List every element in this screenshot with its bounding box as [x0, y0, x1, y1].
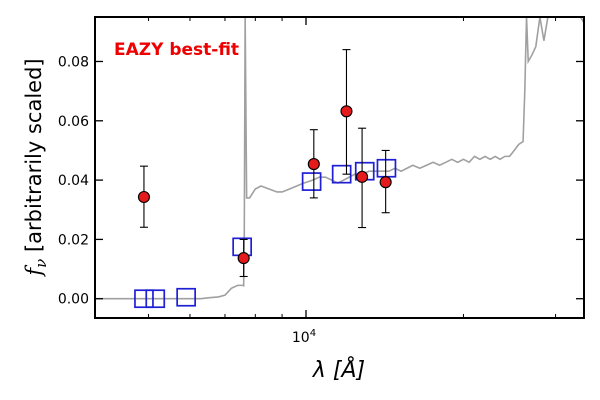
plot-area — [95, 17, 584, 309]
observed-point — [340, 105, 353, 118]
model-photometry-square — [134, 289, 154, 309]
sed-layer — [95, 17, 584, 300]
x-tick-label: 104 — [292, 328, 316, 346]
observed-point — [137, 190, 151, 204]
y-tick-label: 0.08 — [58, 54, 89, 70]
model-photometry-square — [301, 172, 322, 191]
observed-point — [307, 158, 320, 171]
model-photometry-square — [145, 289, 166, 309]
observed-point — [356, 170, 369, 183]
svg-text:fν [arbitrarily scaled]: fν [arbitrarily scaled] — [22, 58, 50, 277]
model-photometry-square — [176, 287, 196, 307]
observed-point — [237, 252, 250, 265]
y-tick-label: 0.04 — [58, 173, 89, 189]
sed-curve — [95, 17, 584, 300]
y-tick-label: 0.00 — [58, 292, 89, 308]
svg-text:λ [Å]: λ [Å] — [312, 356, 365, 383]
observed-point — [379, 176, 392, 189]
observed-layer — [137, 49, 392, 278]
x-axis-label: λ [Å] — [312, 356, 365, 383]
model-photometry-square — [331, 164, 352, 184]
y-axis-label: fν [arbitrarily scaled] — [22, 58, 50, 277]
model-photometry-square — [376, 158, 397, 178]
axes-frame — [94, 16, 585, 319]
annotation-label: EAZY best-fit — [114, 40, 239, 60]
ticks-layer: 0.00 0.02 0.04 0.06 0.08 104 — [58, 17, 584, 346]
y-tick-label: 0.02 — [58, 232, 89, 248]
y-tick-label: 0.06 — [58, 114, 89, 130]
model-photometry-layer — [134, 158, 397, 309]
